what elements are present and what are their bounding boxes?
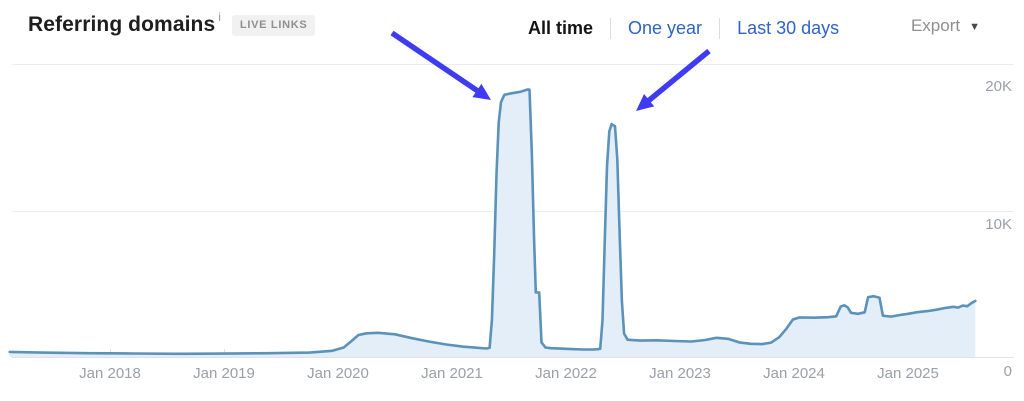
y-axis-label-20k: 20K [985,78,1012,95]
y-axis-label-10k: 10K [985,216,1012,233]
x-axis-label: Jan 2018 [79,365,141,382]
export-button[interactable]: Export ▼ [911,16,980,36]
x-axis-label: Jan 2023 [649,365,711,382]
tab-one-year[interactable]: One year [628,18,703,38]
time-range-tabs: All time One year Last 30 days [528,16,856,40]
gridline-20k [12,64,1014,65]
annotation-arrow-1 [390,30,491,100]
info-icon[interactable]: i [218,10,221,24]
x-axis-label: Jan 2025 [877,365,939,382]
annotation-arrow-2 [636,48,711,111]
x-axis-label: Jan 2021 [421,365,483,382]
tab-separator [610,17,612,39]
chart-line [8,88,977,356]
x-axis-label: Jan 2020 [307,365,369,382]
x-axis-label: Jan 2019 [193,365,255,382]
live-links-badge: LIVE LINKS [231,15,316,36]
x-axis-label: Jan 2024 [763,365,825,382]
export-label: Export [910,16,961,35]
page-title: Referring domains [28,13,216,36]
tab-separator [719,17,721,39]
chart-header: Referring domains i LIVE LINKS [28,10,316,38]
tab-all-time[interactable]: All time [528,18,594,38]
y-axis-label-0: 0 [1003,363,1012,380]
tab-last-30-days[interactable]: Last 30 days [737,18,840,38]
x-axis-label: Jan 2022 [535,365,597,382]
x-axis-line [12,357,1014,358]
chevron-down-icon: ▼ [969,20,980,33]
